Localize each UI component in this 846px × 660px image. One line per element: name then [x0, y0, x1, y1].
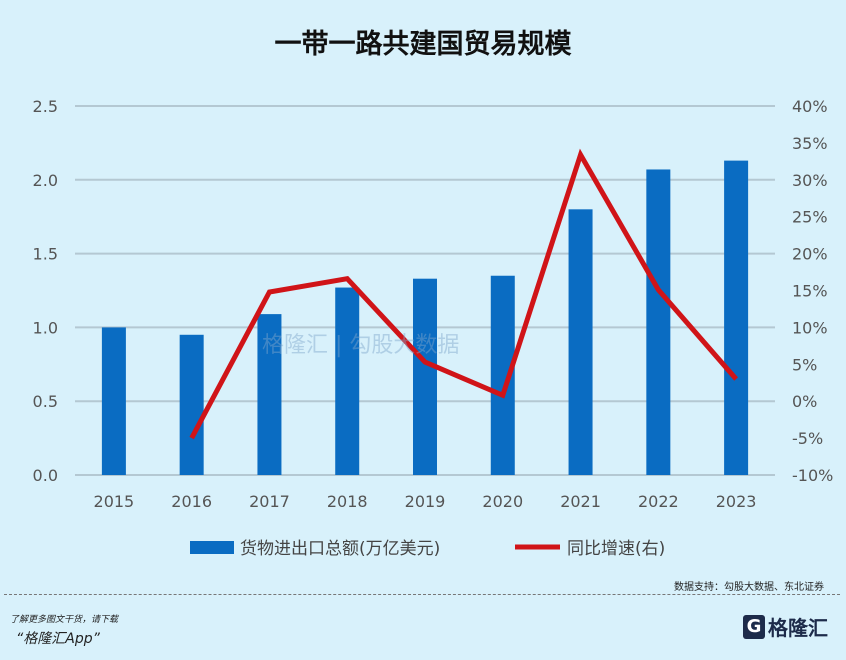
x-tick-label: 2023 — [716, 492, 757, 511]
y-right-tick-label: 40% — [792, 97, 828, 116]
y-left-tick-label: 2.5 — [33, 97, 58, 116]
bar-2016 — [179, 334, 204, 475]
watermark: 格隆汇 | 勾股大数据 — [262, 333, 459, 358]
x-tick-label: 2020 — [482, 492, 523, 511]
y-left-tick-label: 1.0 — [33, 318, 58, 337]
logo-text: 格隆汇 — [768, 616, 828, 640]
legend-bar-label: 货物进出口总额(万亿美元) — [240, 539, 440, 559]
promo-app-name: “格隆汇App” — [16, 631, 100, 647]
y-right-tick-label: 25% — [792, 208, 828, 227]
legend-bar-swatch — [190, 541, 234, 554]
promo-text: 了解更多图文干货，请下载 — [10, 615, 119, 625]
x-tick-label: 2018 — [327, 492, 368, 511]
x-tick-label: 2019 — [405, 492, 446, 511]
data-source: 数据支持：勾股大数据、东北证券 — [674, 582, 824, 593]
y-right-tick-label: 5% — [792, 355, 817, 374]
bar-2021 — [568, 209, 593, 475]
bar-2019 — [413, 278, 437, 475]
y-right-tick-label: 20% — [792, 245, 828, 264]
bar-2017 — [257, 314, 282, 475]
y-left-tick-label: 0.0 — [33, 466, 58, 485]
y-right-tick-label: -10% — [792, 466, 833, 485]
y-right-tick-label: 15% — [792, 282, 828, 301]
divider — [4, 594, 840, 595]
logo-icon: G — [743, 614, 765, 639]
y-right-tick-label: 30% — [792, 171, 828, 190]
bar-2022 — [646, 169, 671, 475]
growth-rate-line — [189, 148, 738, 440]
legend-line-label: 同比增速(右) — [567, 539, 665, 559]
y-left-tick-label: 2.0 — [33, 171, 58, 190]
y-right-tick-label: 35% — [792, 134, 828, 153]
x-tick-label: 2021 — [560, 492, 601, 511]
chart: 0.0 0.5 1.0 1.5 2.0 2.5 -10% -5% 0% 5% 10% 15% 20% 25… — [33, 97, 834, 559]
x-tick-label: 2015 — [94, 492, 135, 511]
bar-2018 — [335, 287, 360, 475]
bar-2023 — [724, 160, 749, 475]
y-right-tick-label: -5% — [792, 429, 823, 448]
y-left-tick-label: 1.5 — [33, 245, 58, 264]
y-right-tick-label: 0% — [792, 392, 817, 411]
bar-2015 — [101, 327, 126, 475]
y-left-tick-label: 0.5 — [33, 392, 58, 411]
x-tick-label: 2022 — [638, 492, 679, 511]
gelonghui-logo: G 格隆汇 — [743, 612, 828, 641]
x-tick-label: 2017 — [249, 492, 290, 511]
x-tick-label: 2016 — [171, 492, 212, 511]
y-right-tick-label: 10% — [792, 318, 828, 337]
chart-title: 一带一路共建国贸易规模 — [274, 29, 572, 60]
